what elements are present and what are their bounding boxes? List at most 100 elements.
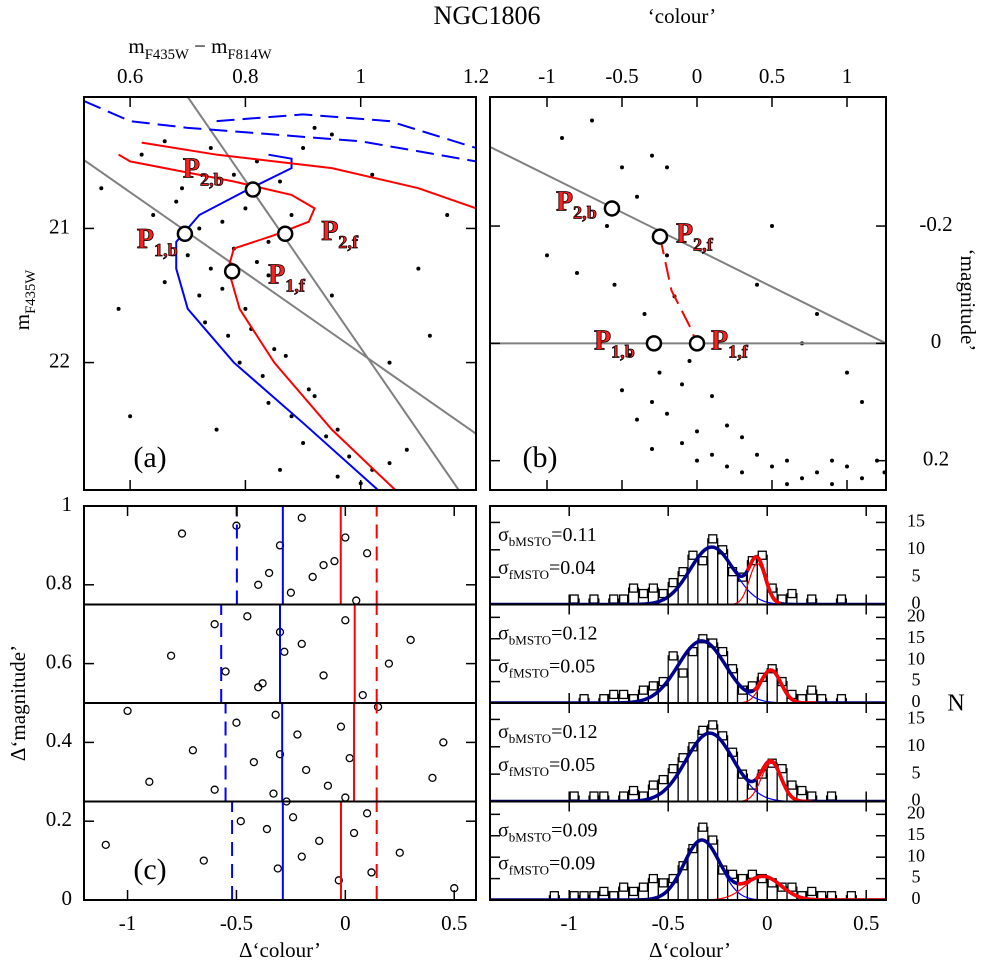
star-point <box>99 186 104 191</box>
x-tick-label: 1 <box>355 64 366 88</box>
bin-marker <box>807 685 817 695</box>
y-tick-label: 0 <box>912 593 921 613</box>
star-point <box>177 529 187 538</box>
star-point <box>297 639 306 649</box>
star-point <box>800 476 804 481</box>
star-point <box>445 213 450 218</box>
star-point <box>210 785 219 794</box>
star-point <box>845 370 849 375</box>
bin-marker <box>797 785 807 796</box>
panel-label: (a) <box>133 441 166 474</box>
star-point <box>740 435 744 440</box>
point-label: P1,f <box>268 260 306 296</box>
star-point <box>208 145 213 150</box>
bin-marker <box>609 689 619 700</box>
star-point <box>406 635 415 645</box>
sigma-name: fMSTO <box>509 863 549 878</box>
star-point <box>254 259 259 264</box>
sigma-symbol: σ <box>498 524 509 546</box>
sigma-label: σbMSTO=0.12 <box>498 721 597 747</box>
label-part: F435W <box>23 270 39 314</box>
axes-frame <box>489 800 887 901</box>
star-point <box>427 333 432 338</box>
star-point <box>254 683 263 692</box>
y-tick-label: 10 <box>907 735 925 755</box>
point-label: P2,b <box>556 187 597 223</box>
bin-marker <box>648 681 658 691</box>
y-tick-label: 0 <box>931 329 942 353</box>
bin-marker <box>668 577 678 588</box>
x-tick-label: 0.6 <box>117 64 143 88</box>
point-label-main: P <box>321 216 338 247</box>
star-point <box>358 690 367 700</box>
x-axis-title: ‘colour’ <box>648 4 716 28</box>
star-point <box>680 441 684 446</box>
curve <box>118 153 396 490</box>
star-point <box>319 560 328 570</box>
sigma-name: fMSTO <box>509 666 549 681</box>
panel-label: (c) <box>133 853 166 886</box>
sigma-sep: = <box>549 852 560 874</box>
y-tick-label: 0.8 <box>46 571 72 595</box>
star-point <box>271 710 280 719</box>
star-point <box>269 789 278 798</box>
point-label-sub: 2,b <box>200 170 224 190</box>
star-point <box>278 179 282 184</box>
star-point <box>199 856 208 865</box>
dashed-curve <box>216 113 476 149</box>
point-label-main: P <box>676 219 693 250</box>
histogram-bin <box>697 826 709 900</box>
y-tick-label: 0 <box>912 790 921 810</box>
sigma-label: σfMSTO=0.09 <box>498 852 595 878</box>
star-point <box>162 280 167 285</box>
bin-marker <box>628 886 639 897</box>
label-part: Δ‘magnitude’ <box>6 645 30 761</box>
y-tick-label: 0.4 <box>46 728 73 752</box>
star-point <box>590 118 594 123</box>
star-point <box>650 153 654 158</box>
bin-marker <box>658 588 668 599</box>
star-point <box>830 458 834 463</box>
star-point <box>221 667 230 676</box>
label-part: ‘colour’ <box>648 4 716 28</box>
sigma-label: σfMSTO=0.05 <box>498 655 595 681</box>
bin-marker <box>638 882 649 892</box>
star-point <box>347 454 352 459</box>
bin-marker <box>599 791 609 801</box>
bin-marker <box>826 791 837 801</box>
y-tick-label: 20 <box>907 605 925 625</box>
x-tick-label: 0 <box>692 64 703 88</box>
star-point <box>197 293 202 298</box>
star-point <box>329 293 334 298</box>
star-point <box>297 852 306 861</box>
x-tick-label: -1 <box>119 911 137 935</box>
sigma-name: bMSTO <box>509 731 551 746</box>
x-tick-label: -1 <box>538 64 556 88</box>
star-point <box>657 370 662 375</box>
star-point <box>301 441 306 446</box>
star-point <box>323 781 333 790</box>
star-point <box>258 679 267 688</box>
y-axis-title: Δ‘magnitude’ <box>6 645 30 761</box>
star-point <box>387 461 392 466</box>
x-tick-label: 0 <box>762 911 773 935</box>
label-part: Δ‘colour’ <box>239 938 321 962</box>
star-point <box>627 353 632 358</box>
star-point <box>785 458 789 463</box>
star-point <box>272 347 277 352</box>
star-point <box>605 224 609 229</box>
bin-marker <box>807 886 817 897</box>
y-tick-label: 15 <box>907 708 925 728</box>
star-point <box>635 417 639 422</box>
sigma-value: 0.09 <box>560 852 595 874</box>
star-point <box>220 286 225 291</box>
point-label-sub: 1,f <box>285 276 306 296</box>
star-point <box>335 474 340 479</box>
star-point <box>185 166 190 171</box>
star-point <box>695 429 699 434</box>
star-point <box>815 312 819 317</box>
label-part: m <box>128 34 144 58</box>
star-point <box>249 757 259 767</box>
star-point <box>197 226 202 231</box>
